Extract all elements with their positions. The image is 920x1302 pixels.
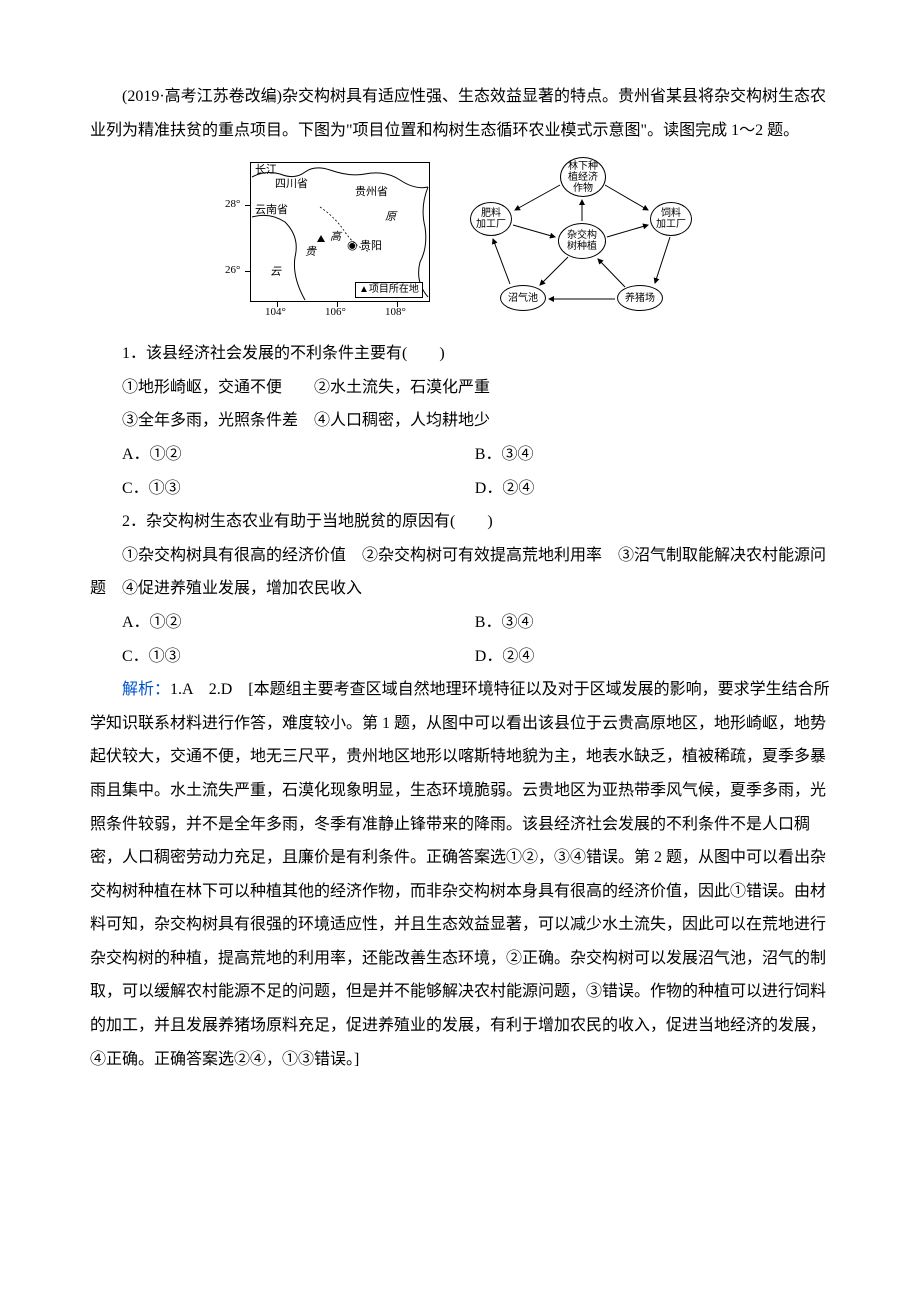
tick — [337, 302, 338, 307]
label-changjiang: 长江 — [255, 165, 277, 176]
coord-28: 28° — [225, 199, 240, 210]
coord-26: 26° — [225, 265, 240, 276]
tick — [245, 205, 250, 206]
analysis-answers: 1.A 2.D — [170, 681, 248, 698]
label-yun: 云 — [270, 267, 281, 278]
figure-row: 28° 26° 104° 106° 108° 长江 四川省 贵州省 云南省 云 … — [90, 157, 830, 327]
q2-optC: C．①③ — [90, 640, 475, 674]
label-sichuan: 四川省 — [275, 179, 308, 190]
label-gao: 高 — [330, 232, 341, 243]
tick — [245, 271, 250, 272]
q2-optD: D．②④ — [475, 640, 830, 674]
q1-row2: C．①③ D．②④ — [90, 472, 830, 506]
label-gui: 贵 — [305, 247, 316, 258]
analysis-para: 解析：1.A 2.D [本题组主要考查区域自然地理环境特征以及对于区域发展的影响… — [90, 673, 830, 1076]
q2-row1: A．①② B．③④ — [90, 606, 830, 640]
intro-text: (2019·高考江苏卷改编)杂交构树具有适应性强、生态效益显著的特点。贵州省某县… — [90, 80, 830, 147]
label-yunnan: 云南省 — [255, 205, 288, 216]
map-figure: 28° 26° 104° 106° 108° 长江 四川省 贵州省 云南省 云 … — [225, 157, 445, 327]
label-guiyang: 贵阳 — [360, 241, 382, 252]
tick — [397, 302, 398, 307]
q2-row2: C．①③ D．②④ — [90, 640, 830, 674]
dot-guiyang: ◉ — [347, 239, 357, 251]
q1-item2: ③全年多雨，光照条件差 ④人口稠密，人均耕地少 — [90, 404, 830, 438]
q1-optA: A．①② — [90, 438, 475, 472]
coord-104: 104° — [265, 307, 286, 318]
analysis-body: [本题组主要考查区域自然地理环境特征以及对于区域发展的影响，要求学生结合所学知识… — [90, 681, 830, 1068]
q2-optB: B．③④ — [475, 606, 830, 640]
label-yuan: 原 — [385, 212, 396, 223]
cycle-arrows — [465, 157, 695, 327]
coord-108: 108° — [385, 307, 406, 318]
q1-optD: D．②④ — [475, 472, 830, 506]
q1-stem: 1．该县经济社会发展的不利条件主要有( ) — [90, 337, 830, 371]
q2-stem: 2．杂交构树生态农业有助于当地脱贫的原因有( ) — [90, 505, 830, 539]
analysis-label: 解析： — [122, 681, 170, 698]
tick — [277, 302, 278, 307]
q1-optC: C．①③ — [90, 472, 475, 506]
q2-items: ①杂交构树具有很高的经济价值 ②杂交构树可有效提高荒地利用率 ③沼气制取能解决农… — [90, 539, 830, 606]
q1-optB: B．③④ — [475, 438, 830, 472]
project-marker — [317, 235, 325, 242]
label-guizhou: 贵州省 — [355, 187, 388, 198]
q2-optA: A．①② — [90, 606, 475, 640]
map-legend: ▲项目所在地 — [355, 282, 423, 298]
coord-106: 106° — [325, 307, 346, 318]
q1-row1: A．①② B．③④ — [90, 438, 830, 472]
q1-item1: ①地形崎岖，交通不便 ②水土流失，石漠化严重 — [90, 371, 830, 405]
cycle-figure: 林下种植经济作物 肥料加工厂 饲料加工厂 杂交构树种植 沼气池 养猪场 — [465, 157, 695, 327]
